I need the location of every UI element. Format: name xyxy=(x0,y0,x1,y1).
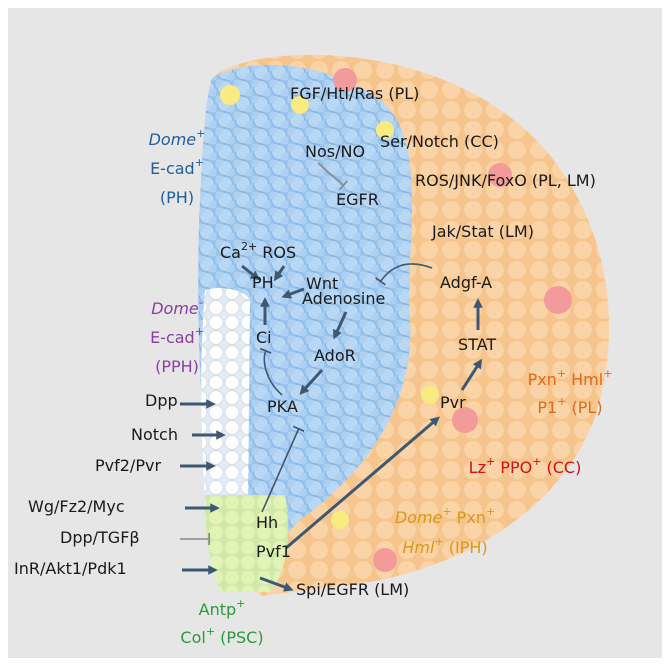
label-part: + xyxy=(557,367,566,380)
label: PKA xyxy=(267,397,298,416)
label-part: + xyxy=(434,535,443,548)
label: AdoR xyxy=(314,346,356,365)
white-zone xyxy=(201,288,250,500)
label-part: Dome xyxy=(395,508,443,527)
label-part: Adgf-A xyxy=(440,273,492,292)
label: Dpp/TGFβ xyxy=(60,528,140,547)
label-part: AdoR xyxy=(314,346,356,365)
label: (PPH) xyxy=(155,357,199,376)
label-part: E-cad xyxy=(150,159,195,178)
label: Wg/Fz2/Myc xyxy=(28,497,125,516)
label-part: Hml xyxy=(566,370,603,389)
label: STAT xyxy=(458,335,496,354)
label-part: P1 xyxy=(537,398,557,417)
label: Lz+ PPO+ (CC) xyxy=(469,455,582,477)
label: Nos/NO xyxy=(305,142,365,161)
label-part: Pxn xyxy=(528,370,557,389)
label: Dpp xyxy=(145,391,178,410)
label-part: Pvf2/Pvr xyxy=(95,456,161,475)
label: Notch xyxy=(131,425,178,444)
label: Pvf2/Pvr xyxy=(95,456,161,475)
label-part: FGF/Htl/Ras (PL) xyxy=(290,84,419,103)
label: Pxn+ Hml+ xyxy=(528,367,613,389)
label-part: Ser/Notch (CC) xyxy=(380,132,499,151)
label-part: Hh xyxy=(256,513,278,532)
label-part: Col xyxy=(180,628,205,647)
label-part: EGFR xyxy=(336,190,379,209)
label-part: Jak/Stat (LM) xyxy=(431,222,534,241)
label-part: PPO xyxy=(495,458,532,477)
label-part: (PPH) xyxy=(155,357,199,376)
label-part: Dome xyxy=(149,130,197,149)
label: Ser/Notch (CC) xyxy=(380,132,499,151)
label-part: + xyxy=(206,625,215,638)
label: ROS/JNK/FoxO (PL, LM) xyxy=(415,171,596,190)
label-part: Dpp/TGFβ xyxy=(60,528,140,547)
label-part: Spi/EGFR (LM) xyxy=(296,580,409,599)
label-part: Wg/Fz2/Myc xyxy=(28,497,125,516)
label: Spi/EGFR (LM) xyxy=(296,580,409,599)
label-part: + xyxy=(442,505,451,518)
label-part: Ci xyxy=(256,328,272,347)
label: Pvf1 xyxy=(256,542,291,561)
label-part: (PL) xyxy=(566,398,602,417)
label-part: (PSC) xyxy=(215,628,264,647)
label-part: + xyxy=(532,455,541,468)
label: Hh xyxy=(256,513,278,532)
label-part: ROS xyxy=(257,243,296,262)
diagram: FGF/Htl/Ras (PL) Ser/Notch (CC) ROS/JNK/Fo… xyxy=(0,0,670,666)
label-part: + xyxy=(195,325,204,338)
label-part: PH xyxy=(252,273,274,292)
label: Jak/Stat (LM) xyxy=(431,222,534,241)
label-part: (IPH) xyxy=(444,538,488,557)
label: Adenosine xyxy=(302,289,385,308)
label: Ca2+ ROS xyxy=(220,240,296,262)
label-part: Hml xyxy=(402,538,435,557)
label: P1+ (PL) xyxy=(537,395,602,417)
label-part: Ca xyxy=(220,243,241,262)
label: Hml+ (IPH) xyxy=(402,535,487,557)
label-part: Dome xyxy=(151,299,199,318)
label-part: Pvr xyxy=(440,393,466,412)
label-part: (CC) xyxy=(541,458,581,477)
label: InR/Akt1/Pdk1 xyxy=(14,559,127,578)
label-part: + xyxy=(195,156,204,169)
label: Adgf-A xyxy=(440,273,492,292)
label-part: Lz xyxy=(469,458,486,477)
label-part: Adenosine xyxy=(302,289,385,308)
label: Pvr xyxy=(440,393,466,412)
label-part: + xyxy=(557,395,566,408)
label-part: ROS/JNK/FoxO (PL, LM) xyxy=(415,171,596,190)
label-part: Nos/NO xyxy=(305,142,365,161)
label: Col+ (PSC) xyxy=(180,625,263,647)
label: PH xyxy=(252,273,274,292)
label-part: InR/Akt1/Pdk1 xyxy=(14,559,127,578)
label-part: Notch xyxy=(131,425,178,444)
label: Ci xyxy=(256,328,272,347)
label: EGFR xyxy=(336,190,379,209)
label-part: Pxn xyxy=(452,508,486,527)
label-part: Pvf1 xyxy=(256,542,291,561)
label: FGF/Htl/Ras (PL) xyxy=(290,84,419,103)
label-part: STAT xyxy=(458,335,496,354)
label-part: Antp xyxy=(199,600,237,619)
label-part: PKA xyxy=(267,397,298,416)
label-part: - xyxy=(199,296,203,309)
label: (PH) xyxy=(160,188,194,207)
label-part: Dpp xyxy=(145,391,178,410)
label: Dome- xyxy=(151,296,203,318)
label-part: (PH) xyxy=(160,188,194,207)
label-part: + xyxy=(196,127,205,140)
label-part: + xyxy=(603,367,612,380)
label-part: + xyxy=(486,455,495,468)
label-part: + xyxy=(486,505,495,518)
label-part: 2+ xyxy=(241,240,257,253)
label-part: + xyxy=(236,597,245,610)
label-part: E-cad xyxy=(150,328,195,347)
